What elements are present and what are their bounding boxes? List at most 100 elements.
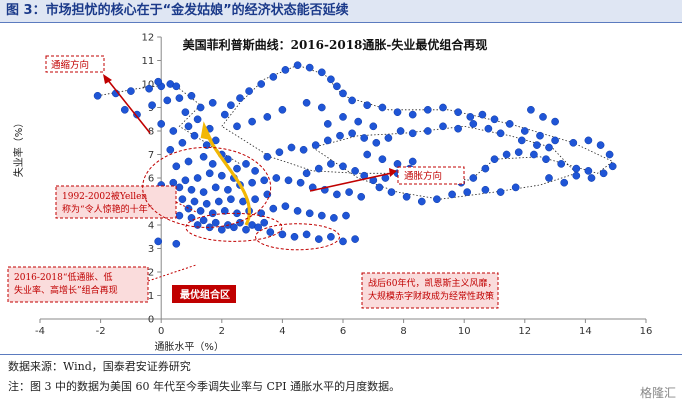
data-point [372,138,381,147]
data-point [154,77,163,86]
data-point [263,113,272,121]
data-point [351,235,359,243]
data-point [469,174,478,182]
data-point [545,174,553,182]
data-point [327,160,335,168]
x-tick-label: -2 [96,326,106,337]
data-point [260,218,269,227]
data-point [417,197,426,206]
data-point [551,117,559,126]
x-tick-label: 4 [279,326,285,337]
data-point [484,124,493,133]
data-point [172,82,181,91]
x-tick-label: 10 [458,326,471,337]
y-axis-label: 失业率（%） [12,118,25,178]
data-point [448,190,456,199]
postwar-box [361,272,499,309]
data-point [220,207,229,215]
data-point [496,129,505,138]
data-point [184,204,193,213]
data-point [339,113,347,121]
data-note: 注：图 3 中的数据为美国 60 年代至今季调失业率与 CPI 通胀水平的月度数… [8,380,401,393]
data-point [211,218,220,227]
data-point [181,108,190,117]
data-point [408,157,417,166]
data-point [193,221,202,229]
data-point [245,87,253,95]
data-point [496,188,505,196]
data-point [357,192,366,201]
data-point [242,225,250,234]
data-point [257,80,266,88]
data-point [263,152,272,161]
footer-rule [0,354,682,355]
data-point [572,171,581,180]
y-tick-label: 8 [148,127,154,138]
data-point [314,164,323,173]
data-point [502,150,511,159]
data-point [378,103,387,112]
data-point [187,214,196,222]
data-point [305,63,314,72]
watermark: 格隆汇 [639,386,676,400]
data-point [317,68,326,77]
data-point [133,110,141,119]
data-point [120,105,129,114]
data-point [439,122,447,131]
data-point [242,160,250,168]
x-tick-label: 12 [518,326,531,337]
trend-arrow [205,132,251,226]
y-tick-label: 10 [141,80,154,91]
data-point [281,66,290,74]
inflation-arrow [309,172,393,192]
data-point [402,192,411,201]
deflation-label-box [45,55,105,73]
data-point [184,157,193,166]
data-point [296,178,305,187]
data-point [227,101,235,110]
inflation-label: 通胀方向 [404,170,442,182]
data-point [199,216,208,225]
data-point [317,211,326,220]
data-point [348,96,356,105]
x-tick-label: 6 [340,326,346,337]
data-point [596,141,605,149]
x-tick-label: -4 [35,326,45,337]
period-2016-box [7,266,149,303]
data-point [251,167,259,175]
data-point [323,136,332,145]
data-point [466,113,475,121]
trend-arrowhead [200,121,213,141]
data-point [393,108,402,117]
data-point [423,127,432,135]
data-point [490,155,499,164]
data-point [266,228,275,236]
deflation-arrowhead [103,74,112,84]
data-point [190,131,199,140]
data-point [527,105,535,114]
optimal-label-box [172,285,236,303]
data-point [545,143,553,152]
data-point [336,131,344,140]
data-point [302,169,311,178]
data-point [505,120,514,128]
data-point [393,160,402,168]
data-point [214,197,223,206]
data-point [517,136,526,145]
inflation-label-box [397,166,465,185]
data-point [172,162,181,171]
data-point [327,232,335,241]
data-point [293,61,302,70]
data-point [199,188,208,196]
data-point [272,174,281,182]
data-point [217,171,226,180]
data-point [514,148,523,157]
data-point [572,164,581,173]
data-point [560,178,569,187]
data-point [193,115,202,124]
data-point [584,136,593,145]
data-point [478,110,487,119]
data-point [351,167,359,175]
data-point [587,174,596,182]
